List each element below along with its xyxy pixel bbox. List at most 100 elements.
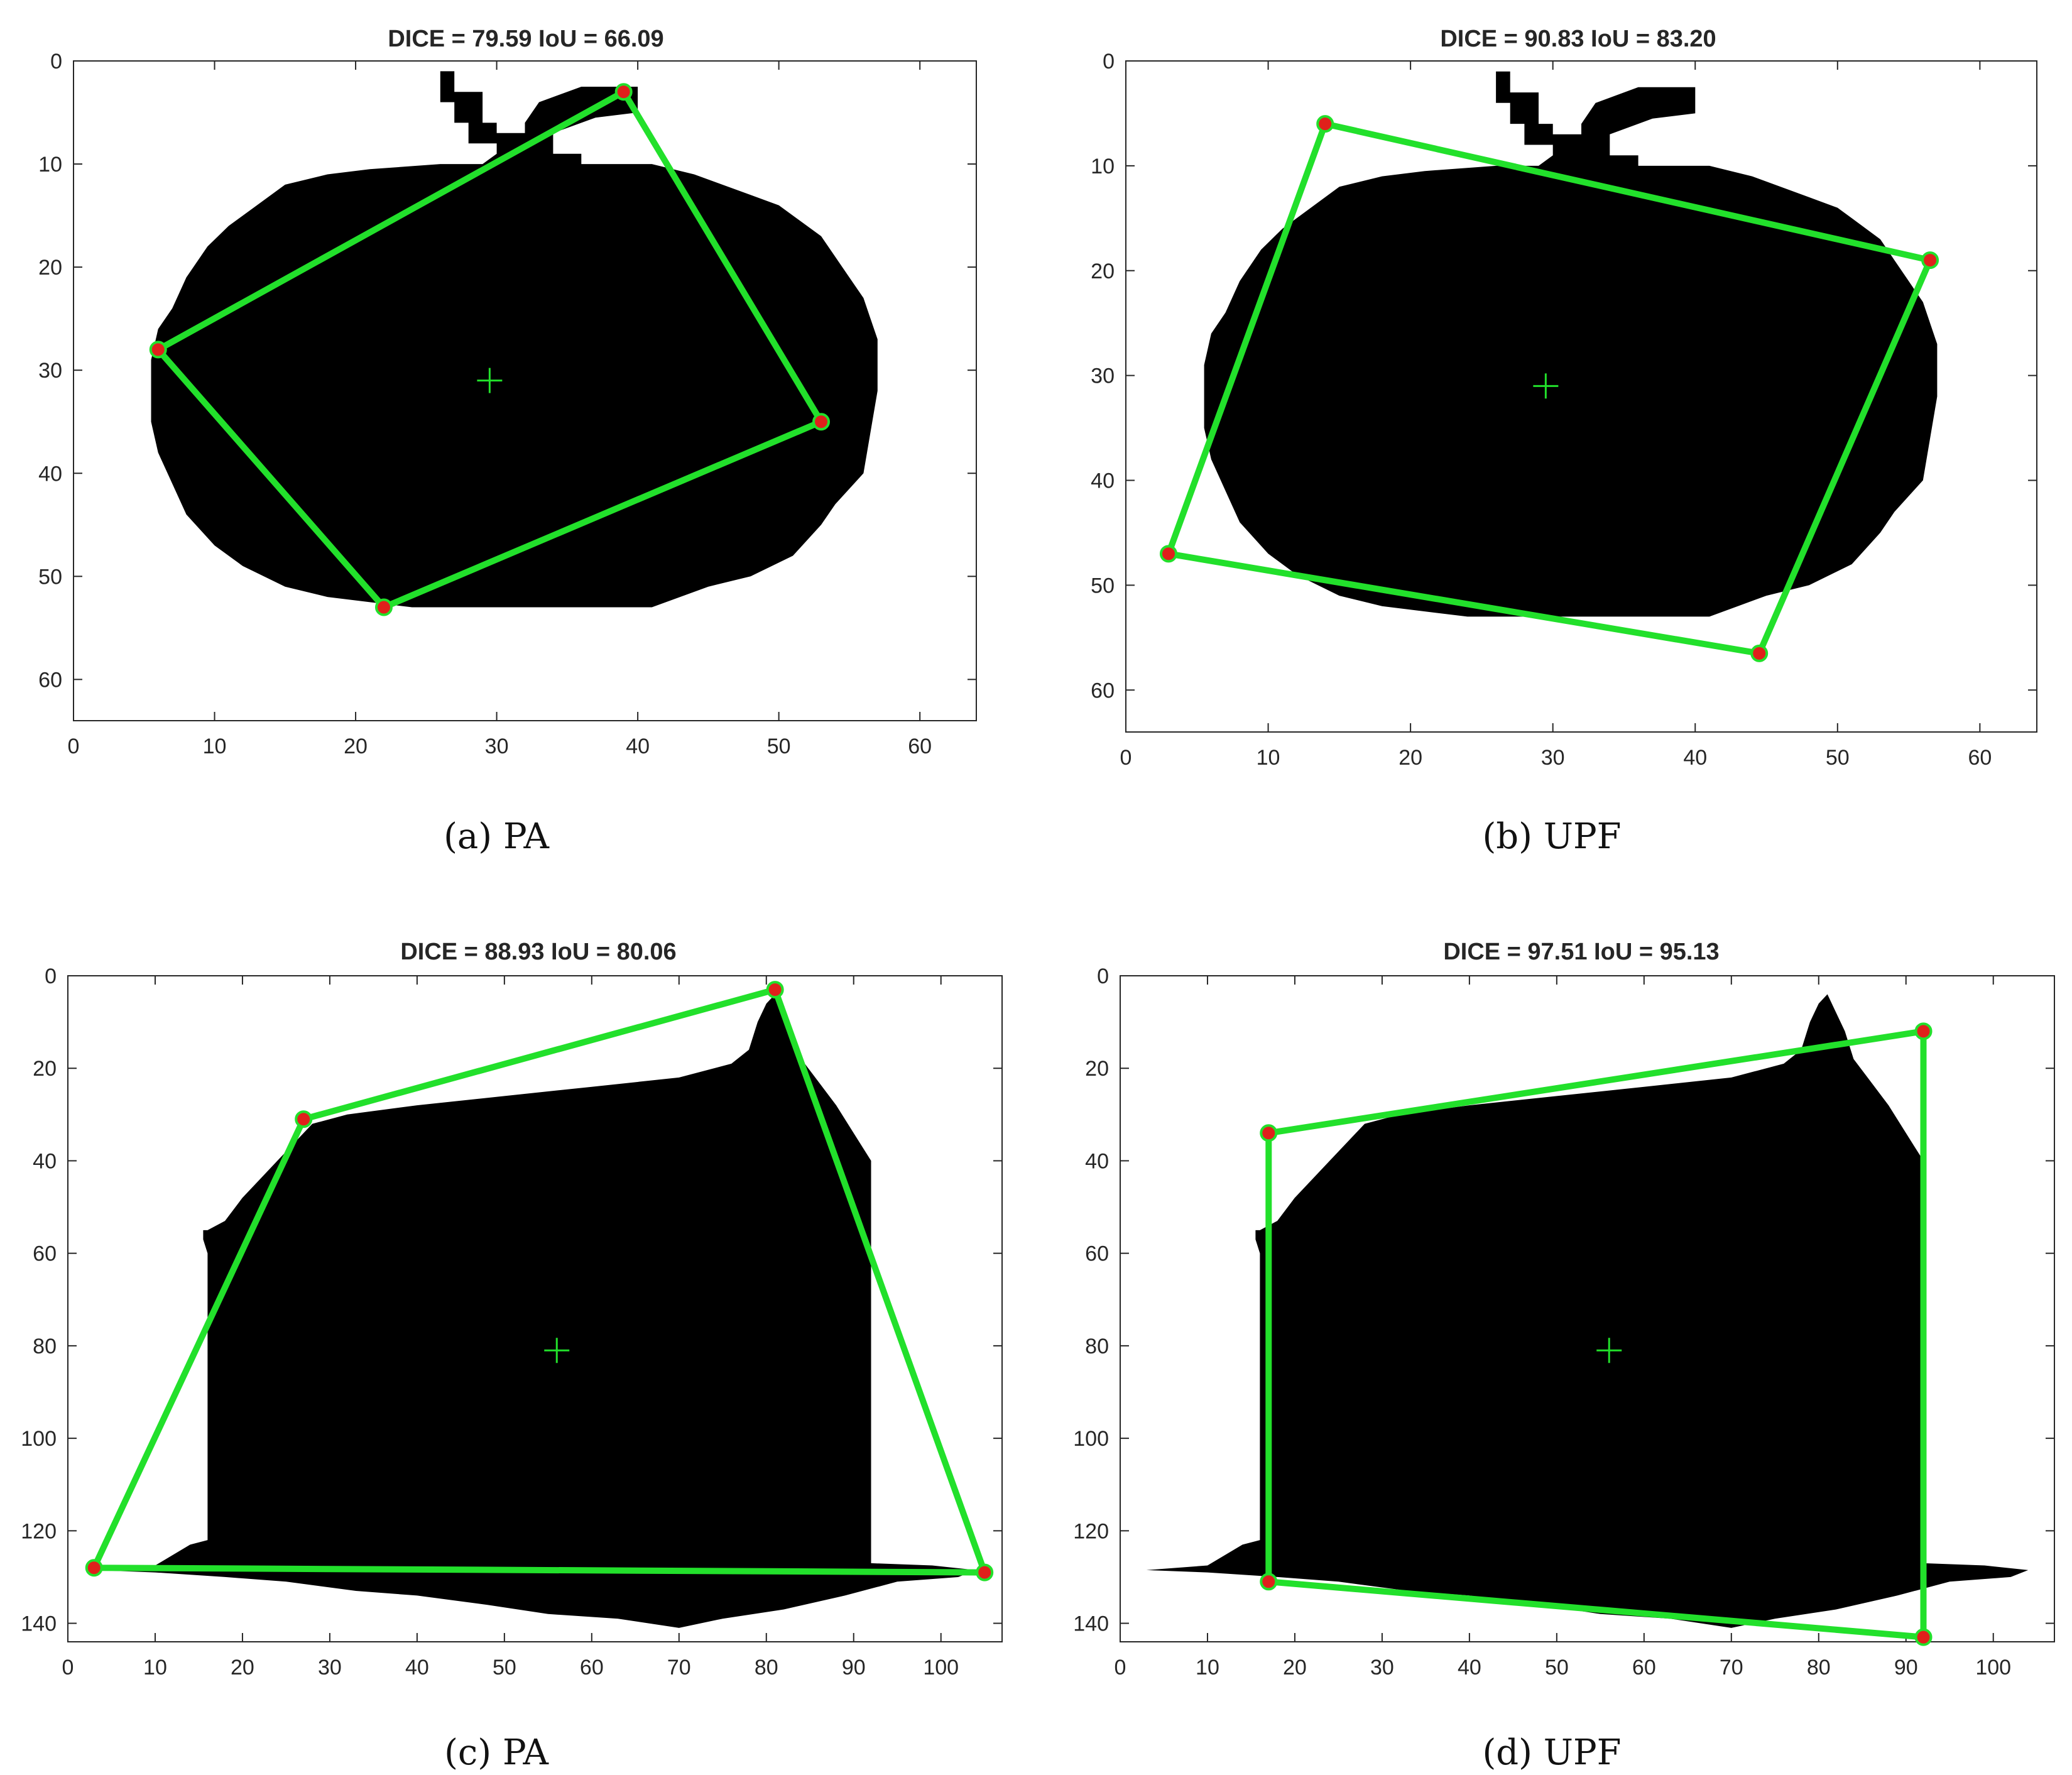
x-tick-label: 100	[923, 1656, 959, 1679]
x-tick-label: 10	[1257, 746, 1280, 770]
panel-c-caption: (c) PA	[444, 1732, 548, 1773]
x-tick-label: 40	[1458, 1656, 1481, 1679]
x-tick-label: 0	[68, 735, 80, 758]
y-tick-label: 40	[38, 462, 62, 486]
y-tick-label: 30	[38, 359, 62, 383]
x-tick-label: 40	[405, 1656, 429, 1679]
y-tick-label: 20	[33, 1057, 57, 1081]
y-tick-label: 0	[1097, 964, 1109, 988]
y-tick-label: 60	[1091, 679, 1115, 702]
vertex-point	[149, 341, 167, 359]
x-tick-label: 20	[1283, 1656, 1307, 1679]
panel-c: DICE = 88.93 IoU = 80.06 (c) PA 0 10 20 30 4…	[21, 939, 1003, 1773]
x-tick-label: 50	[493, 1656, 516, 1679]
y-tick-label: 60	[33, 1242, 57, 1266]
y-tick-label: 140	[1073, 1612, 1109, 1636]
x-tick-label: 50	[1545, 1656, 1569, 1679]
x-tick-label: 50	[1826, 746, 1850, 770]
object-mask	[1204, 71, 1938, 617]
panel-d: DICE = 97.51 IoU = 95.13 (d) UPF 0 10 20 30…	[1073, 939, 2055, 1773]
x-tick-label: 60	[580, 1656, 604, 1679]
x-tick-label: 20	[231, 1656, 254, 1679]
x-tick-label: 100	[1975, 1656, 2011, 1679]
vertex-point	[1260, 1573, 1278, 1591]
panel-a-title: DICE = 79.59 IoU = 66.09	[388, 26, 663, 52]
y-tick-label: 40	[1091, 469, 1115, 493]
vertex-point	[1914, 1628, 1933, 1646]
panel-b-caption: (b) UPF	[1482, 816, 1621, 857]
panel-d-caption: (d) UPF	[1482, 1732, 1621, 1773]
panel-b: DICE = 90.83 IoU = 83.20 (b) UPF 0 10 20 30…	[1091, 26, 2037, 857]
x-tick-label: 90	[842, 1656, 866, 1679]
y-tick-label: 100	[21, 1427, 57, 1451]
vertex-point	[1260, 1124, 1278, 1142]
vertex-point	[1921, 251, 1939, 270]
x-tick-label: 10	[143, 1656, 167, 1679]
y-tick-label: 80	[1085, 1335, 1109, 1358]
panel-c-title: DICE = 88.93 IoU = 80.06	[400, 939, 676, 965]
x-tick-label: 20	[344, 735, 368, 758]
panel-d-title: DICE = 97.51 IoU = 95.13	[1443, 939, 1719, 965]
vertex-point	[766, 981, 784, 999]
y-tick-label: 60	[38, 668, 62, 692]
y-tick-label: 20	[1085, 1057, 1109, 1081]
x-tick-label: 30	[318, 1656, 342, 1679]
x-tick-label: 80	[755, 1656, 778, 1679]
axes-frame	[1120, 975, 2055, 1642]
x-tick-label: 10	[1196, 1656, 1219, 1679]
y-tick-label: 100	[1073, 1427, 1109, 1451]
x-tick-label: 60	[1968, 746, 1992, 770]
axes-frame	[73, 60, 977, 721]
x-tick-label: 10	[203, 735, 227, 758]
panel-a: DICE = 79.59 IoU = 66.09 (a) PA 0 10 20 30 4…	[38, 26, 977, 857]
x-tick-label: 30	[485, 735, 509, 758]
y-tick-label: 120	[1073, 1519, 1109, 1543]
object-mask	[94, 994, 976, 1628]
y-tick-label: 0	[45, 964, 57, 988]
y-tick-label: 120	[21, 1519, 57, 1543]
x-tick-label: 40	[1683, 746, 1707, 770]
object-mask	[1146, 994, 2029, 1628]
vertex-point	[1159, 545, 1177, 563]
x-tick-label: 30	[1541, 746, 1565, 770]
vertex-point	[295, 1110, 313, 1128]
x-tick-label: 70	[1720, 1656, 1743, 1679]
y-tick-label: 140	[21, 1612, 57, 1636]
x-tick-label: 90	[1894, 1656, 1918, 1679]
y-tick-label: 40	[33, 1149, 57, 1173]
vertex-point	[976, 1563, 994, 1581]
y-tick-label: 20	[1091, 259, 1115, 283]
vertex-point	[1914, 1022, 1933, 1040]
y-tick-label: 80	[33, 1335, 57, 1358]
x-tick-label: 30	[1370, 1656, 1394, 1679]
x-tick-label: 60	[1632, 1656, 1656, 1679]
x-tick-label: 0	[62, 1656, 74, 1679]
vertex-point	[1750, 644, 1769, 662]
axes-frame	[67, 975, 1003, 1642]
x-tick-label: 0	[1120, 746, 1132, 770]
y-tick-label: 0	[50, 50, 62, 74]
x-tick-label: 0	[1115, 1656, 1126, 1679]
x-tick-label: 50	[767, 735, 791, 758]
vertex-point	[374, 598, 393, 616]
y-tick-label: 0	[1103, 50, 1115, 74]
x-tick-label: 80	[1807, 1656, 1831, 1679]
y-tick-label: 50	[1091, 574, 1115, 598]
axes-frame	[1125, 60, 2037, 733]
y-tick-label: 10	[1091, 155, 1115, 178]
y-tick-label: 60	[1085, 1242, 1109, 1266]
y-tick-label: 50	[38, 565, 62, 589]
y-tick-label: 20	[38, 256, 62, 280]
y-tick-label: 30	[1091, 364, 1115, 388]
x-tick-label: 60	[908, 735, 932, 758]
vertex-point	[1316, 115, 1334, 133]
panel-a-caption: (a) PA	[444, 816, 549, 857]
x-tick-label: 20	[1399, 746, 1422, 770]
vertex-point	[614, 83, 633, 101]
vertex-point	[812, 413, 831, 431]
panel-b-title: DICE = 90.83 IoU = 83.20	[1440, 26, 1716, 52]
x-tick-label: 40	[626, 735, 650, 758]
vertex-point	[85, 1559, 103, 1577]
y-tick-label: 10	[38, 153, 62, 177]
